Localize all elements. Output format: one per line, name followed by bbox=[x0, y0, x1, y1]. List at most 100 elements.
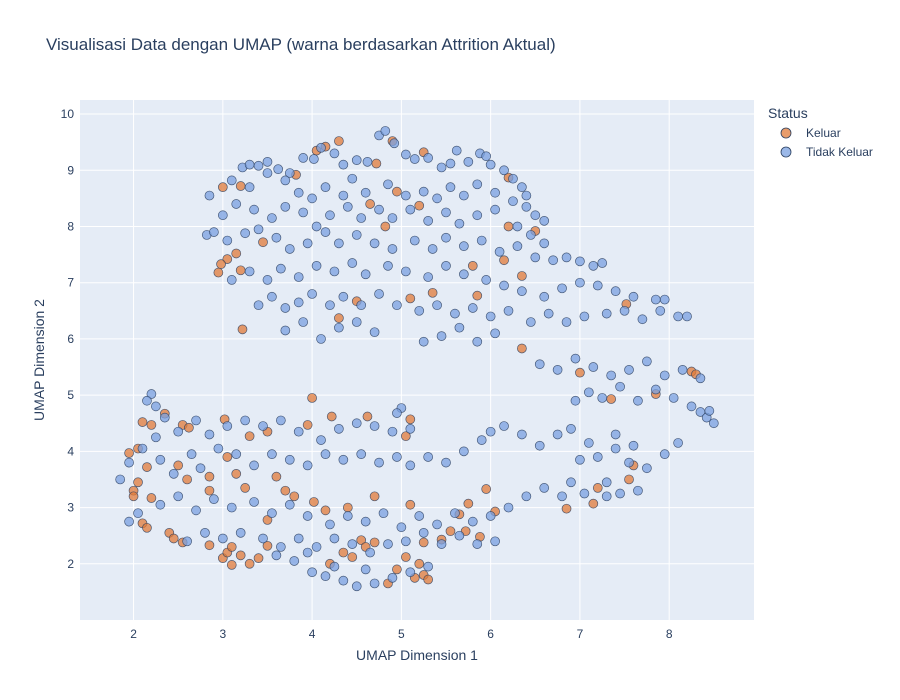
scatter-point bbox=[463, 498, 474, 509]
scatter-point bbox=[191, 505, 201, 516]
scatter-point bbox=[459, 269, 469, 280]
scatter-point bbox=[267, 213, 277, 223]
scatter-point bbox=[512, 221, 523, 232]
chart-title: Visualisasi Data dengan UMAP (warna berd… bbox=[46, 35, 556, 54]
scatter-point bbox=[405, 567, 416, 578]
scatter-point bbox=[258, 533, 268, 544]
scatter-point bbox=[588, 498, 599, 509]
scatter-point bbox=[280, 201, 291, 212]
scatter-point bbox=[222, 452, 233, 462]
scatter-point bbox=[244, 431, 255, 442]
scatter-point bbox=[436, 539, 447, 549]
scatter-point bbox=[517, 343, 527, 354]
scatter-point bbox=[673, 438, 683, 448]
scatter-point bbox=[329, 266, 340, 277]
scatter-point bbox=[499, 255, 509, 266]
scatter-point bbox=[570, 353, 581, 364]
scatter-point bbox=[342, 502, 353, 513]
scatter-point bbox=[619, 305, 630, 316]
scatter-point bbox=[267, 449, 277, 460]
scatter-point bbox=[650, 384, 661, 395]
scatter-point bbox=[552, 429, 563, 440]
scatter-point bbox=[320, 571, 331, 582]
scatter-point bbox=[579, 311, 590, 322]
scatter-point bbox=[472, 179, 483, 190]
scatter-point bbox=[280, 303, 291, 313]
scatter-point bbox=[369, 421, 380, 431]
scatter-point bbox=[213, 267, 224, 278]
scatter-point bbox=[525, 230, 536, 240]
legend-marker-keluar bbox=[780, 127, 792, 139]
scatter-point bbox=[588, 362, 599, 372]
scatter-point bbox=[302, 547, 313, 558]
scatter-point bbox=[293, 187, 304, 198]
scatter-point bbox=[414, 305, 425, 316]
scatter-point bbox=[284, 244, 295, 254]
scatter-point bbox=[557, 283, 567, 294]
scatter-point bbox=[481, 151, 492, 162]
scatter-point bbox=[432, 300, 442, 311]
scatter-point bbox=[405, 460, 416, 471]
scatter-point bbox=[561, 503, 572, 514]
scatter-point bbox=[365, 199, 375, 209]
scatter-point bbox=[360, 516, 371, 527]
scatter-point bbox=[566, 477, 576, 488]
scatter-point bbox=[351, 317, 362, 327]
scatter-point bbox=[423, 272, 434, 282]
scatter-point bbox=[389, 138, 400, 149]
scatter-point bbox=[575, 256, 585, 267]
y-tick-label: 9 bbox=[67, 163, 74, 177]
scatter-point bbox=[467, 516, 478, 527]
scatter-point bbox=[338, 454, 349, 465]
scatter-point bbox=[392, 452, 402, 462]
scatter-point bbox=[311, 221, 322, 232]
y-tick-label: 10 bbox=[61, 107, 75, 121]
scatter-point bbox=[418, 336, 429, 347]
scatter-point bbox=[485, 159, 496, 170]
scatter-point bbox=[369, 327, 380, 338]
scatter-point bbox=[309, 154, 319, 164]
scatter-point bbox=[490, 187, 500, 198]
scatter-point bbox=[414, 200, 425, 211]
legend-item-tidak-keluar[interactable]: Tidak Keluar bbox=[780, 145, 873, 159]
scatter-point bbox=[423, 561, 434, 572]
scatter-point bbox=[309, 497, 319, 507]
scatter-point bbox=[499, 165, 509, 176]
scatter-point bbox=[244, 266, 255, 277]
scatter-point bbox=[267, 291, 277, 302]
scatter-point bbox=[374, 457, 384, 468]
scatter-point bbox=[472, 210, 483, 221]
scatter-point bbox=[329, 148, 340, 159]
scatter-point bbox=[316, 435, 326, 445]
scatter-point bbox=[530, 252, 541, 263]
y-tick-label: 4 bbox=[67, 444, 74, 458]
scatter-point bbox=[351, 155, 362, 166]
scatter-point bbox=[146, 493, 157, 503]
scatter-point bbox=[659, 370, 670, 381]
scatter-point bbox=[597, 393, 608, 403]
scatter-point bbox=[276, 415, 286, 426]
scatter-point bbox=[418, 186, 429, 197]
scatter-point bbox=[258, 237, 268, 248]
x-tick-label: 7 bbox=[577, 627, 584, 641]
scatter-point bbox=[467, 303, 478, 313]
scatter-point bbox=[365, 547, 375, 558]
scatter-point bbox=[708, 418, 719, 429]
scatter-point bbox=[302, 511, 313, 521]
scatter-point bbox=[451, 145, 462, 156]
scatter-point bbox=[249, 204, 259, 215]
scatter-point bbox=[253, 300, 264, 311]
scatter-point bbox=[271, 471, 282, 482]
scatter-point bbox=[610, 286, 621, 296]
scatter-point bbox=[173, 426, 184, 437]
scatter-point bbox=[302, 420, 313, 430]
scatter-point bbox=[423, 153, 434, 163]
y-tick-label: 5 bbox=[67, 388, 74, 402]
scatter-point bbox=[137, 443, 148, 454]
scatter-point bbox=[267, 508, 277, 519]
legend-item-keluar[interactable]: Keluar bbox=[780, 126, 841, 140]
scatter-point bbox=[369, 578, 380, 589]
scatter-point bbox=[405, 293, 416, 304]
scatter-point bbox=[204, 471, 215, 482]
